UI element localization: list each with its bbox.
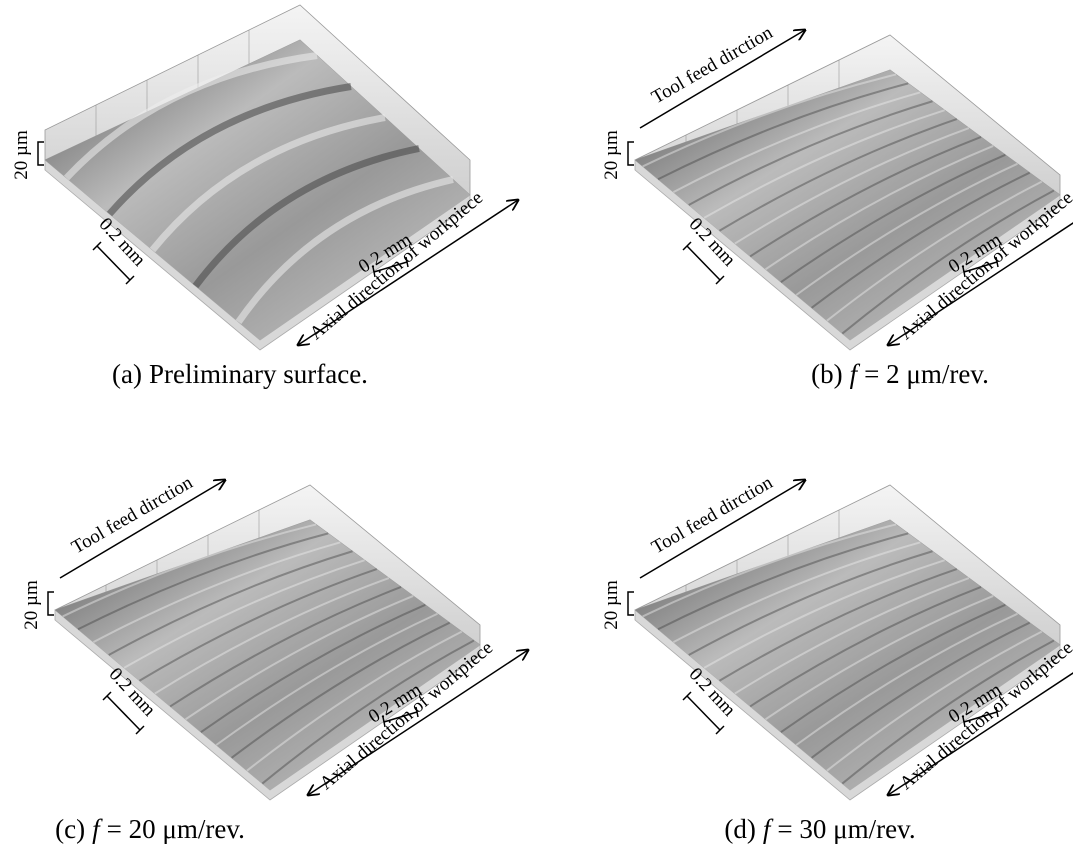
z-scale-label: 20 µm bbox=[601, 130, 622, 180]
z-scale-bar bbox=[628, 592, 634, 615]
caption-text: = 2 μm/rev. bbox=[864, 359, 989, 389]
caption: (d) f= 30 μm/rev. bbox=[724, 814, 915, 844]
caption-label: (b) bbox=[811, 359, 842, 389]
z-scale-bar bbox=[628, 142, 634, 165]
caption-variable: f bbox=[92, 814, 103, 844]
caption-text: = 30 μm/rev. bbox=[777, 814, 915, 844]
caption-label: (d) bbox=[724, 814, 755, 844]
caption: (a)Preliminary surface. bbox=[112, 359, 368, 389]
feed-label: Tool feed dirction bbox=[648, 472, 777, 558]
feed-label: Tool feed dirction bbox=[648, 22, 777, 108]
caption: (b) f= 2 μm/rev. bbox=[811, 359, 989, 389]
figure: 20 µm0.2 mm0.2 mmAxial direction of work… bbox=[0, 0, 1073, 855]
feed-label: Tool feed dirction bbox=[68, 472, 197, 558]
z-scale-label: 20 µm bbox=[11, 130, 32, 180]
caption-variable: f bbox=[850, 359, 861, 389]
caption-variable: f bbox=[763, 814, 774, 844]
z-scale-label: 20 µm bbox=[601, 580, 622, 630]
caption-text: = 20 μm/rev. bbox=[107, 814, 245, 844]
z-scale-bar bbox=[38, 142, 44, 165]
caption-label: (c) bbox=[55, 814, 85, 844]
caption-text: Preliminary surface. bbox=[149, 359, 368, 389]
caption-label: (a) bbox=[112, 359, 142, 389]
z-scale-bar bbox=[48, 592, 54, 615]
z-scale-label: 20 µm bbox=[21, 580, 42, 630]
caption: (c)f= 20 μm/rev. bbox=[55, 814, 245, 844]
